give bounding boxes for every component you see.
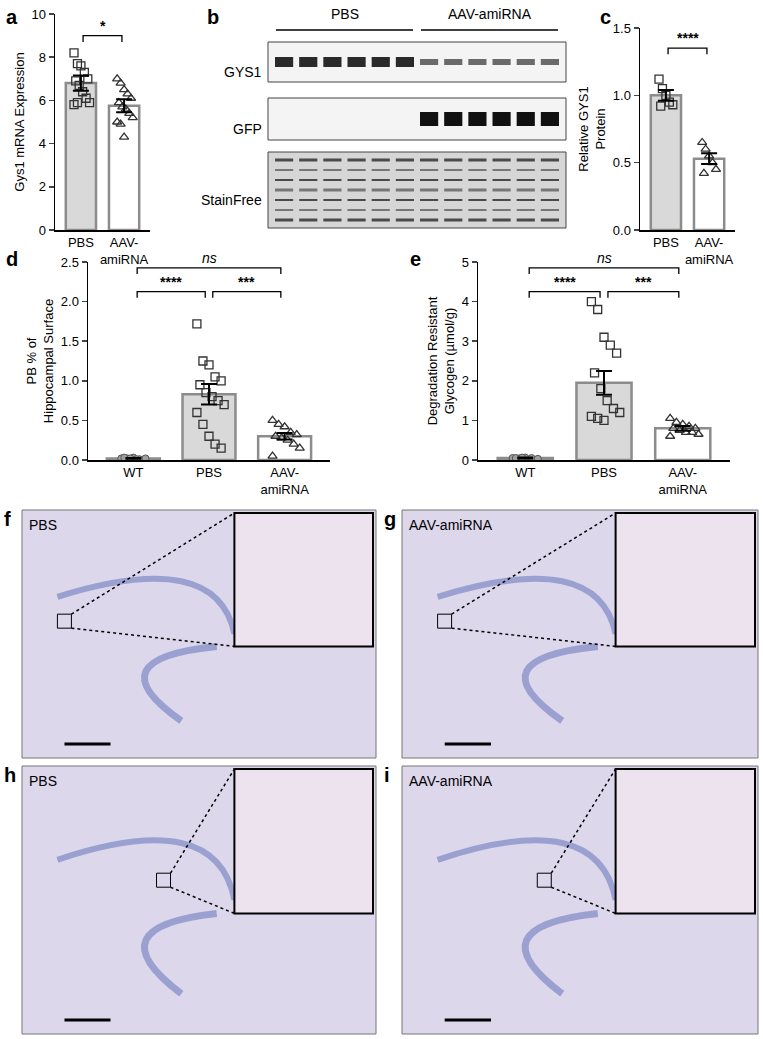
svg-text:4: 4 [39, 136, 46, 151]
svg-text:0.0: 0.0 [613, 223, 631, 238]
svg-text:WT: WT [515, 465, 535, 480]
svg-text:g: g [384, 508, 396, 530]
svg-text:Gys1 mRNA Expression: Gys1 mRNA Expression [12, 52, 27, 191]
svg-text:0.0: 0.0 [61, 453, 79, 468]
svg-text:6: 6 [39, 93, 46, 108]
svg-text:PBS: PBS [653, 235, 679, 250]
svg-text:2: 2 [39, 179, 46, 194]
svg-text:c: c [600, 6, 611, 28]
svg-text:h: h [4, 764, 16, 786]
svg-text:5: 5 [462, 255, 469, 270]
svg-text:****: **** [554, 274, 576, 290]
svg-text:ns: ns [597, 250, 612, 266]
svg-text:WT: WT [123, 465, 143, 480]
svg-text:0: 0 [462, 453, 469, 468]
svg-text:AAV-amiRNA: AAV-amiRNA [100, 235, 149, 267]
svg-text:PBS: PBS [29, 773, 57, 789]
svg-text:1.5: 1.5 [613, 21, 631, 36]
svg-text:a: a [6, 6, 18, 28]
svg-text:PBS: PBS [196, 465, 222, 480]
svg-text:****: **** [160, 274, 182, 290]
svg-text:GYS1: GYS1 [224, 64, 262, 80]
svg-text:0.5: 0.5 [61, 413, 79, 428]
svg-text:1.5: 1.5 [61, 334, 79, 349]
svg-text:AAV-amiRNA: AAV-amiRNA [260, 465, 309, 497]
svg-text:2.5: 2.5 [61, 255, 79, 270]
svg-text:****: **** [677, 30, 699, 46]
svg-text:2.0: 2.0 [61, 294, 79, 309]
svg-text:AAV-amiRNA: AAV-amiRNA [409, 517, 493, 533]
svg-text:1.0: 1.0 [61, 373, 79, 388]
svg-text:StainFree: StainFree [201, 192, 262, 208]
svg-text:Degradation ResistantGlycogen: Degradation ResistantGlycogen (µmol/g) [425, 296, 457, 425]
svg-text:b: b [207, 6, 219, 28]
svg-text:PBS: PBS [29, 517, 57, 533]
svg-text:GFP: GFP [233, 121, 262, 137]
svg-text:AAV-amiRNA: AAV-amiRNA [659, 465, 708, 497]
svg-text:PBS: PBS [331, 6, 359, 22]
svg-text:e: e [410, 248, 421, 270]
svg-text:8: 8 [39, 50, 46, 65]
svg-text:1: 1 [462, 413, 469, 428]
svg-text:PBS: PBS [591, 465, 617, 480]
svg-text:0.5: 0.5 [613, 155, 631, 170]
svg-text:d: d [6, 248, 18, 270]
svg-text:i: i [384, 764, 390, 786]
svg-text:***: *** [635, 274, 652, 290]
svg-text:1.0: 1.0 [613, 88, 631, 103]
svg-text:3: 3 [462, 334, 469, 349]
svg-text:PBS: PBS [68, 235, 94, 250]
svg-text:AAV-amiRNA: AAV-amiRNA [685, 235, 734, 267]
svg-text:PB % ofHippocampal Surface: PB % ofHippocampal Surface [24, 299, 56, 423]
svg-text:10: 10 [31, 7, 45, 22]
svg-text:AAV-amiRNA: AAV-amiRNA [448, 6, 532, 22]
svg-text:*: * [100, 18, 106, 34]
svg-text:Relative GYS1Protein: Relative GYS1Protein [576, 86, 608, 171]
svg-text:0: 0 [39, 223, 46, 238]
svg-text:4: 4 [462, 294, 469, 309]
svg-text:f: f [4, 508, 11, 530]
svg-text:AAV-amiRNA: AAV-amiRNA [409, 773, 493, 789]
svg-text:***: *** [238, 274, 255, 290]
svg-text:ns: ns [202, 250, 217, 266]
svg-text:2: 2 [462, 373, 469, 388]
